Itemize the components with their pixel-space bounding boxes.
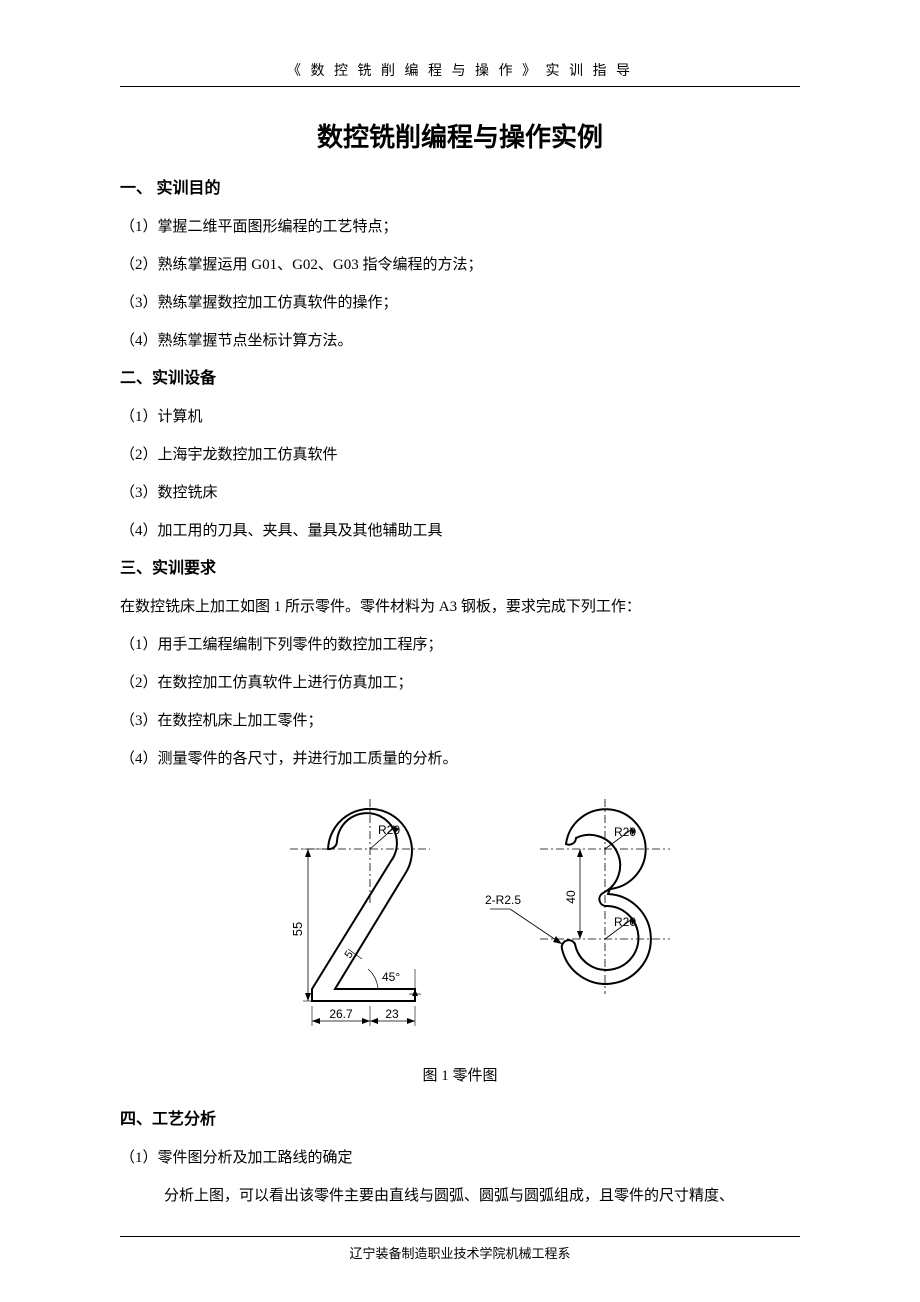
- figure-caption: 图 1 零件图: [120, 1064, 800, 1085]
- section-2-heading: 二、实训设备: [120, 364, 800, 388]
- s3-item-3: （3）在数控机床上加工零件；: [120, 706, 800, 736]
- s3-item-1: （1）用手工编程编制下列零件的数控加工程序；: [120, 630, 800, 660]
- dim-26-7: 26.7: [329, 1007, 353, 1021]
- drawing-numeral-2: R20 55 26.7 23 45° 5: [240, 794, 450, 1044]
- footer-text: 辽宁装备制造职业技术学院机械工程系: [120, 1243, 800, 1262]
- s3-intro: 在数控铣床上加工如图 1 所示零件。零件材料为 A3 钢板，要求完成下列工作：: [120, 592, 800, 622]
- header-rule: [120, 86, 800, 87]
- dim-45deg: 45°: [382, 970, 400, 984]
- s2-item-3: （3）数控铣床: [120, 478, 800, 508]
- dim-40: 40: [564, 890, 578, 904]
- s1-item-2: （2）熟练掌握运用 G01、G02、G03 指令编程的方法；: [120, 250, 800, 280]
- s2-item-1: （1）计算机: [120, 402, 800, 432]
- s1-item-4: （4）熟练掌握节点坐标计算方法。: [120, 326, 800, 356]
- s2-item-4: （4）加工用的刀具、夹具、量具及其他辅助工具: [120, 516, 800, 546]
- main-title: 数控铣削编程与操作实例: [120, 117, 800, 154]
- s1-item-3: （3）熟练掌握数控加工仿真软件的操作；: [120, 288, 800, 318]
- s3-item-2: （2）在数控加工仿真软件上进行仿真加工；: [120, 668, 800, 698]
- fillet-label: 2-R2.5: [485, 893, 521, 907]
- section-3-heading: 三、实训要求: [120, 554, 800, 578]
- s3-item-4: （4）测量零件的各尺寸，并进行加工质量的分析。: [120, 744, 800, 774]
- s4-sub1: （1）零件图分析及加工路线的确定: [120, 1143, 800, 1173]
- r20-top: R20: [614, 825, 636, 839]
- footer-rule: [120, 1236, 800, 1237]
- r20-bottom: R20: [614, 915, 636, 929]
- section-1-heading: 一、 实训目的: [120, 174, 800, 198]
- running-header: 《 数 控 铣 削 编 程 与 操 作 》 实 训 指 导: [120, 60, 800, 80]
- figure-1: R20 55 26.7 23 45° 5: [120, 794, 800, 1085]
- s2-item-2: （2）上海宇龙数控加工仿真软件: [120, 440, 800, 470]
- section-4-heading: 四、工艺分析: [120, 1105, 800, 1129]
- s1-item-1: （1）掌握二维平面图形编程的工艺特点；: [120, 212, 800, 242]
- page-footer: 辽宁装备制造职业技术学院机械工程系: [120, 1236, 800, 1262]
- drawing-numeral-3: R20 R20 40 2-R2.5: [480, 794, 680, 1044]
- s4-analysis: 分析上图，可以看出该零件主要由直线与圆弧、圆弧与圆弧组成，且零件的尺寸精度、: [134, 1181, 800, 1211]
- dim-23: 23: [385, 1007, 399, 1021]
- dim-55: 55: [290, 922, 305, 936]
- r20-label: R20: [378, 823, 400, 837]
